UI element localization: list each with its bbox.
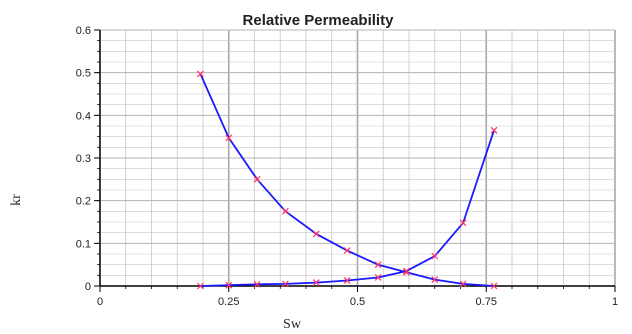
axes [94, 29, 616, 292]
data-point-marker [343, 247, 351, 255]
data-point [253, 175, 261, 183]
data-point [403, 267, 410, 275]
data-point-marker [197, 70, 204, 78]
data-series [197, 70, 498, 290]
x-tick-label: 1 [612, 296, 618, 308]
data-point [431, 252, 439, 260]
data-point-marker [281, 207, 289, 215]
data-point-marker [403, 267, 410, 275]
data-point [253, 280, 261, 288]
y-tick-label: 0.4 [76, 110, 91, 122]
data-point-marker [374, 261, 382, 269]
y-tick-label: 0.5 [76, 68, 91, 80]
x-axis-label: Sw [283, 317, 302, 332]
grid-lines [99, 29, 616, 287]
data-point [281, 207, 289, 215]
chart-title: Relative Permeability [243, 12, 395, 29]
data-point [197, 282, 204, 290]
data-point [312, 230, 320, 238]
data-point [490, 282, 498, 290]
data-point-marker [312, 230, 320, 238]
data-point [459, 280, 467, 288]
data-point-marker [431, 276, 439, 284]
data-point-marker [490, 282, 498, 290]
y-tick-label: 0.1 [76, 238, 91, 250]
x-tick-label: 0 [97, 296, 103, 308]
data-point [431, 276, 439, 284]
data-point [374, 261, 382, 269]
x-tick-label: 0.75 [476, 296, 497, 308]
tick-labels: 0 0.1 0.2 0.3 0.4 0.5 0.6 0 0.25 0.5 0.75 1 [76, 25, 618, 308]
x-tick-label: 0.25 [218, 296, 239, 308]
data-point-marker [312, 279, 320, 287]
data-point [281, 280, 289, 288]
y-tick-label: 0.2 [76, 196, 91, 208]
data-point [225, 134, 233, 142]
data-point [374, 274, 382, 281]
data-point-marker [343, 277, 351, 284]
data-point-marker [253, 280, 261, 288]
data-point-marker [253, 175, 261, 183]
data-point [490, 126, 498, 134]
series-line-2 [200, 130, 495, 287]
data-point-marker [431, 252, 439, 260]
data-point-marker [281, 280, 289, 288]
data-point [197, 70, 204, 78]
y-tick-label: 0.6 [76, 25, 91, 37]
data-point-marker [490, 126, 498, 134]
y-tick-label: 0 [85, 281, 91, 293]
data-point-marker [225, 134, 233, 142]
data-point-marker [374, 274, 382, 281]
x-tick-label: 0.5 [350, 296, 365, 308]
data-point [312, 279, 320, 287]
data-point-marker [197, 282, 204, 290]
data-point-marker [459, 219, 467, 227]
data-point-marker [459, 280, 467, 288]
y-axis-label: kr [9, 194, 24, 206]
data-point [459, 219, 467, 227]
data-point [225, 281, 233, 289]
data-point [343, 277, 351, 284]
y-tick-label: 0.3 [76, 153, 91, 165]
data-point [343, 247, 351, 255]
data-point-marker [225, 281, 233, 289]
